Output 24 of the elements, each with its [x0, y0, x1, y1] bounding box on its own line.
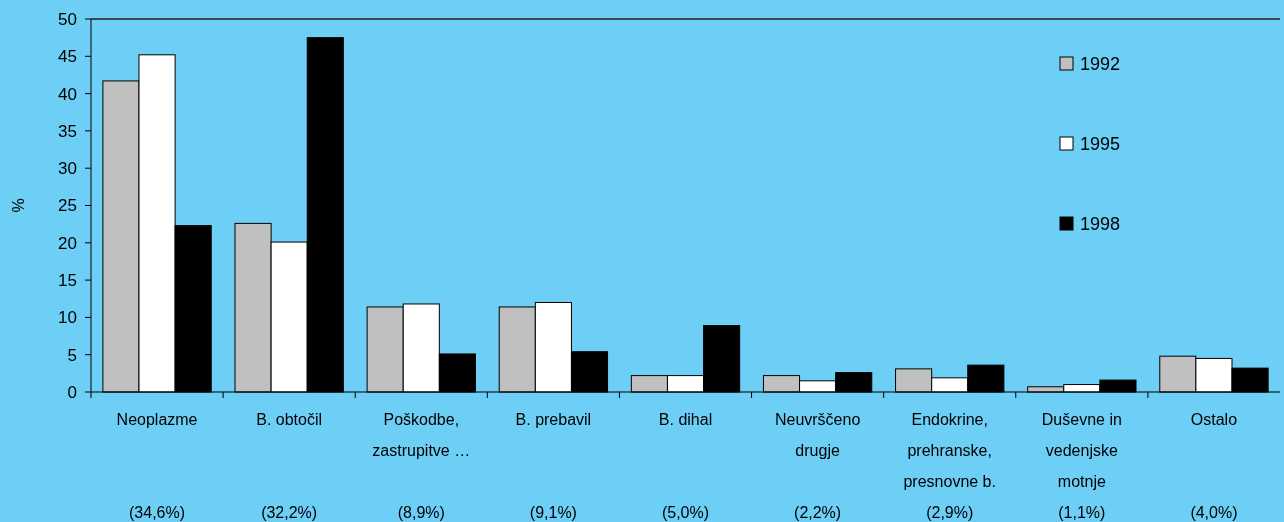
category-label: B. dihal (5,0%)	[658, 411, 713, 521]
y-tick-label: 45	[58, 47, 77, 67]
y-tick-label: 10	[58, 308, 77, 328]
category-label: Neuvrščeno drugje (2,2%)	[774, 411, 861, 521]
y-axis-title: %	[10, 198, 27, 213]
y-tick-label: 50	[58, 9, 77, 29]
legend-label: 1992	[1080, 54, 1121, 75]
y-tick-label: 30	[58, 159, 77, 179]
y-tick-label: 15	[58, 271, 77, 291]
y-tick-label: 5	[67, 345, 77, 365]
legend-label: 1998	[1080, 214, 1121, 235]
category-label: Ostalo (4,0%)	[1190, 411, 1238, 521]
y-tick-label: 35	[58, 121, 77, 141]
category-label: B. prebavil (9,1%)	[515, 411, 592, 521]
x-tick-label: Endokrine, prehranske, presnovne b. (2,9%)	[903, 411, 996, 521]
category-label: Poškodbe, zastrupitve … (8,9%)	[372, 411, 471, 521]
category-label: Neoplazme (34,6%)	[116, 411, 198, 521]
category-label: B. obtočil (32,2%)	[256, 411, 323, 521]
y-tick-label: 25	[58, 196, 77, 216]
y-tick-label: 20	[58, 233, 77, 253]
y-tick-label: 40	[58, 84, 77, 104]
legend-label: 1995	[1080, 134, 1121, 155]
x-tick-label: Duševne in vedenjske motnje (1,1%)	[1041, 411, 1122, 521]
y-tick-label: 0	[67, 382, 77, 402]
